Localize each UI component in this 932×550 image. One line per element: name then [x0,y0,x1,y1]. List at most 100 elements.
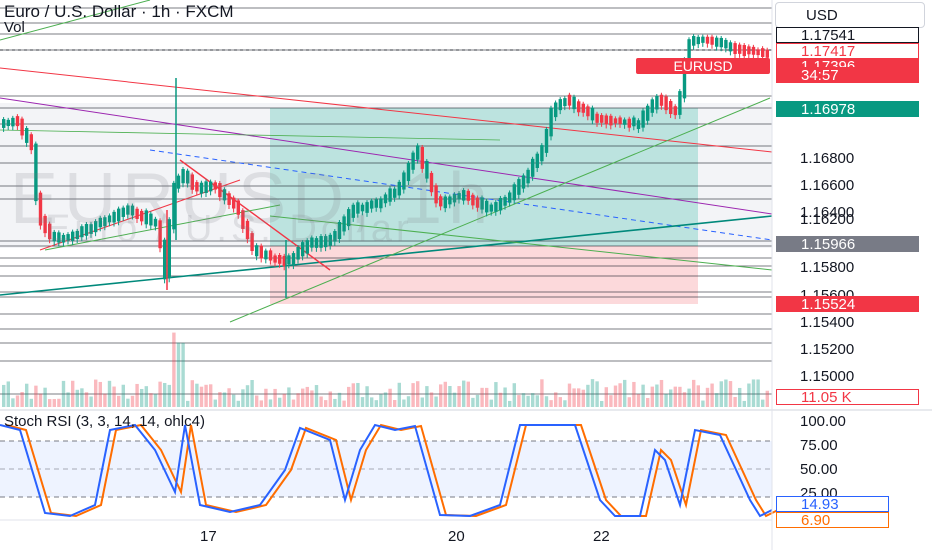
volume-bar [108,381,111,407]
volume-bar [172,333,175,407]
candle-body [614,118,617,123]
candle-body [30,134,33,150]
candle-body [264,251,267,260]
volume-bar [632,382,635,407]
volume-bar [402,400,405,407]
volume-bar [7,381,10,407]
volume-bar [260,400,263,407]
volume-bar [379,394,382,407]
volume-bar [609,395,612,407]
time-label: 22 [593,528,610,545]
volume-bar [421,397,424,407]
bar-countdown: 34:57 [776,67,919,83]
symbol-tag[interactable]: EURUSD [636,58,770,74]
volume-bar [425,386,428,407]
volume-bar [462,381,465,407]
stoch-d-tag[interactable]: 6.90 [776,512,889,528]
volume-bar [499,393,502,407]
stoch-k-tag[interactable]: 14.93 [776,496,889,512]
price-tag-1-17541[interactable]: 1.17541 [776,27,919,43]
volume-bar [191,380,194,407]
candle-body [549,108,552,137]
currency-selector[interactable]: USD [775,2,925,28]
volume-bar [76,390,79,407]
volume-bar [697,385,700,407]
volume-bar [457,386,460,407]
volume-bar [218,392,221,407]
volume-bar [232,395,235,407]
candle-body [761,48,764,57]
volume-bar [706,388,709,407]
stoch-scale-label: 100.00 [800,414,846,430]
candle-body [517,179,520,195]
candle-body [678,91,681,115]
candle-body [733,43,736,54]
volume-bar [646,398,649,407]
chart-title[interactable]: Euro / U.S. Dollar · 1h · FXCM [4,2,234,22]
volume-bar [766,391,769,407]
volume-bars [2,333,769,407]
time-label: 20 [448,528,465,545]
stoch-rsi-legend[interactable]: Stoch RSI (3, 3, 14, 14, ohlc4) [4,413,205,430]
candle-body [632,118,635,127]
candle-body [522,175,525,188]
volume-bar [572,388,575,407]
volume-bar [117,396,120,407]
volume-bar [531,393,534,407]
candle-body [25,128,28,143]
volume-bar [241,389,244,407]
volume-bar [177,343,180,407]
volume-bar [701,401,704,407]
candle-body [11,118,14,126]
volume-bar [329,391,332,407]
volume-bar [517,395,520,407]
candle-body [531,159,534,177]
volume-bar [664,394,667,407]
volume-bar [733,397,736,407]
volume-bar [724,380,727,407]
candle-body [287,255,290,264]
candle-body [747,46,750,54]
volume-bar [342,401,345,407]
candle-body [503,197,506,206]
price-tag-target[interactable]: 1.16978 [776,101,919,117]
volume-bar [503,387,506,407]
volume-bar [586,385,589,407]
volume-bar [687,389,690,407]
volume-bar [651,387,654,407]
candle-body [563,98,566,106]
volume-bar [554,392,557,407]
price-tag-stop[interactable]: 1.15524 [776,296,919,312]
price-tag-entry[interactable]: 1.15966 [776,236,919,252]
volume-bar [246,385,249,407]
candle-body [701,37,704,43]
candle-body [526,170,529,184]
volume-bar [99,382,102,407]
volume-bar [729,381,732,407]
price-label: 1.15400 [800,315,854,331]
volume-bar [66,392,69,407]
volume-bar [338,393,341,407]
volume-bar [333,399,336,407]
volume-tag[interactable]: 11.05 K [776,389,919,405]
candle-body [605,115,608,124]
volume-bar [738,388,741,407]
stoch-scale-label: 75.00 [800,438,838,454]
volume-bar [398,383,401,407]
volume-bar [181,343,184,407]
volume-bar [250,380,253,407]
volume-bar [568,384,571,407]
candle-body [692,36,695,46]
volume-bar [347,387,350,407]
volume-bar [319,396,322,407]
volume-bar [444,382,447,407]
candle-body [724,40,727,48]
volume-legend[interactable]: Vol [4,19,25,36]
candle-body [559,99,562,110]
price-tag-1-17417[interactable]: 1.17417 [776,43,919,59]
volume-bar [361,397,364,407]
volume-bar [370,397,373,407]
candle-body [655,96,658,109]
volume-bar [306,387,309,407]
volume-bar [237,401,240,407]
